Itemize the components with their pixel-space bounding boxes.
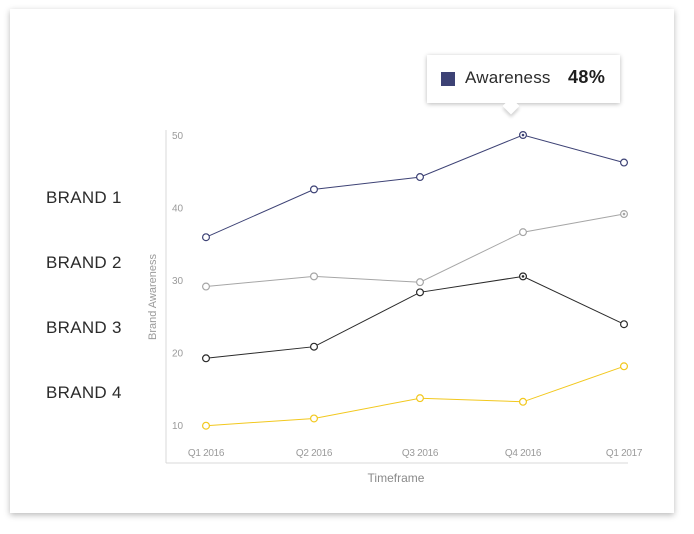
x-tick-label: Q1 2016 <box>188 448 225 459</box>
x-tick-label: Q3 2016 <box>402 448 439 459</box>
legend-brand-2[interactable]: BRAND 2 <box>46 253 122 272</box>
tooltip-label: Awareness <box>465 68 551 87</box>
tooltip: Awareness 48% <box>427 55 620 103</box>
data-point[interactable] <box>619 158 628 167</box>
y-tick-label: 30 <box>172 276 184 287</box>
legend-brand-4[interactable]: BRAND 4 <box>46 383 122 402</box>
data-point[interactable] <box>416 173 425 182</box>
legend-brand-3[interactable]: BRAND 3 <box>46 318 122 337</box>
y-tick-labels: 10 20 30 40 50 <box>172 131 184 432</box>
data-point[interactable] <box>518 397 527 406</box>
data-point-highlight <box>521 275 525 278</box>
data-point[interactable] <box>310 185 319 194</box>
x-axis-title: Timeframe <box>368 471 425 485</box>
legend-brand-1[interactable]: BRAND 1 <box>46 188 122 207</box>
tooltip-value: 48% <box>568 67 606 87</box>
series-line <box>205 213 625 287</box>
data-point[interactable] <box>310 414 319 423</box>
y-tick-label: 20 <box>172 349 184 360</box>
series-line <box>205 134 625 238</box>
series-2 <box>202 210 628 291</box>
y-tick-label: 10 <box>172 421 184 432</box>
data-point[interactable] <box>518 228 527 237</box>
y-tick-label: 50 <box>172 131 184 142</box>
data-point[interactable] <box>416 288 425 297</box>
series-line <box>205 275 625 359</box>
data-point[interactable] <box>416 394 425 403</box>
series-4 <box>202 362 628 430</box>
tooltip-swatch <box>441 72 455 86</box>
chart-axes <box>165 130 628 464</box>
y-tick-label: 40 <box>172 204 184 215</box>
series-line <box>205 365 625 427</box>
data-point-highlight <box>521 133 525 137</box>
data-point[interactable] <box>416 278 425 287</box>
series-1 <box>202 131 628 242</box>
data-point[interactable] <box>619 320 628 329</box>
data-point[interactable] <box>310 272 319 281</box>
data-point[interactable] <box>202 354 211 363</box>
series-3 <box>202 272 628 363</box>
x-tick-label: Q1 2017 <box>606 448 643 459</box>
data-point[interactable] <box>202 282 211 291</box>
data-point[interactable] <box>202 233 211 242</box>
data-point[interactable] <box>310 342 319 351</box>
data-point[interactable] <box>202 421 211 430</box>
y-axis-title: Brand Awareness <box>147 253 159 340</box>
data-point-highlight <box>622 212 626 216</box>
series-layer <box>202 131 628 430</box>
x-tick-label: Q4 2016 <box>505 448 542 459</box>
data-point[interactable] <box>619 362 628 371</box>
x-tick-label: Q2 2016 <box>296 448 333 459</box>
x-tick-labels: Q1 2016 Q2 2016 Q3 2016 Q4 2016 Q1 2017 <box>188 448 643 459</box>
